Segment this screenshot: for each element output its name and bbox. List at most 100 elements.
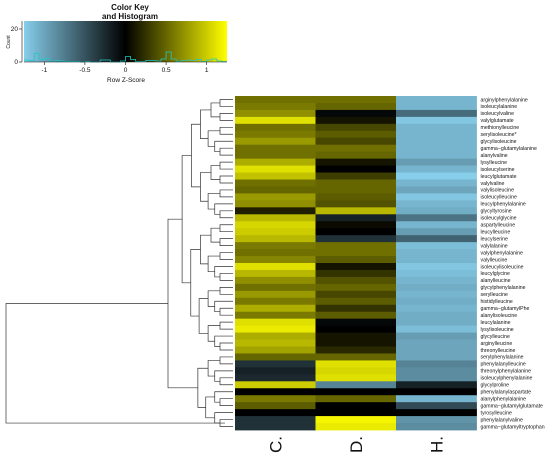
row-label: isoleucylphenylalanine [481, 376, 533, 382]
color-key-tick-label: 1 [205, 67, 209, 74]
heatmap-cell [396, 395, 477, 403]
dendrogram-branch [219, 238, 233, 246]
heatmap-cell [235, 395, 316, 403]
heatmap-cell [396, 353, 477, 361]
heatmap-cell [396, 276, 477, 285]
row-label: isoleucylvaline [481, 111, 515, 117]
row-label: glycylproline [481, 383, 510, 389]
dendrogram-branch [219, 175, 233, 184]
color-key-ytick-label: 0 [14, 59, 18, 66]
dendrogram-branch [207, 193, 220, 210]
dendrogram-branch [214, 140, 233, 153]
heatmap-cells [235, 96, 477, 431]
heatmap-cell [396, 283, 477, 292]
heatmap-cell [396, 269, 477, 278]
row-label: serylleucine [481, 292, 509, 298]
heatmap-cell [315, 367, 397, 375]
heatmap-cell [315, 423, 397, 431]
heatmap-cell [235, 137, 316, 146]
histogram-line [24, 51, 227, 63]
dendrogram-branch [207, 360, 220, 377]
heatmap-cell [235, 269, 316, 278]
row-label: isoleucylglycine [481, 216, 517, 222]
heatmap-cell [235, 256, 316, 264]
heatmap-cell [315, 269, 397, 278]
dendrogram-branch [219, 210, 233, 219]
color-key-tick-label: 0 [124, 67, 128, 74]
heatmap-cell [235, 186, 316, 194]
row-label: valylleucine [481, 257, 508, 263]
row-label: leucylphenylalanine [481, 202, 526, 208]
dendrogram-branch [214, 203, 233, 215]
heatmap-cell [396, 263, 477, 271]
heatmap-cell [396, 221, 477, 229]
heatmap-cell [315, 276, 397, 285]
heatmap-cell [396, 228, 477, 236]
heatmap-cell [396, 256, 477, 264]
dendrogram-branch [207, 290, 220, 307]
heatmap-cell [396, 325, 477, 333]
heatmap-cell [235, 283, 316, 292]
heatmap-cell [235, 158, 316, 166]
row-label: tyrosylleucine [481, 410, 513, 416]
heatmap-cell [235, 353, 316, 361]
row-label: serylphenylalanine [481, 355, 524, 361]
heatmap-cell [396, 339, 477, 347]
dendrogram-branch [191, 123, 201, 188]
heatmap-cell [315, 116, 397, 125]
heatmap-cell [396, 151, 477, 160]
row-label: aspartylleucine [481, 223, 516, 229]
column-label: H. [427, 436, 446, 453]
heatmap-cell [315, 242, 397, 250]
row-label: leucylleucine [481, 229, 511, 235]
row-label: isoleucylisoleucine [481, 264, 524, 270]
color-key: Color Key and Histogram -1 -0.5 0 0.5 1 0 20 C… [6, 3, 227, 84]
heatmap-cell [396, 96, 477, 104]
dendrogram-branch [219, 321, 233, 330]
row-label: phenylalanylleucine [481, 362, 526, 368]
heatmap-cell [235, 221, 316, 229]
column-labels: C. D. H. [266, 436, 446, 453]
heatmap-cell [315, 249, 397, 257]
row-label: valylalanine [481, 243, 508, 249]
row-label: alanylleucine [481, 278, 511, 284]
dendrogram-branch [219, 126, 233, 135]
row-label: glycylisoleucine [481, 139, 517, 145]
heatmap-cell [235, 290, 316, 299]
heatmap-cell [235, 332, 316, 340]
heatmap-cell [235, 297, 316, 306]
heatmap-cell [396, 249, 477, 257]
color-key-tick-label: 0.5 [162, 67, 171, 74]
heatmap-cell [315, 186, 397, 194]
heatmap-cell [315, 151, 397, 160]
row-label: arginylphenylalanine [481, 97, 528, 103]
heatmap-cell [396, 388, 477, 396]
heatmap-cell [235, 144, 316, 153]
row-label: lysylisoleucine [481, 327, 514, 333]
dendrogram-branch [219, 161, 233, 170]
row-label: glycyltyrosine [481, 209, 512, 215]
dendrogram-branch [219, 252, 233, 260]
row-dendrogram [5, 99, 233, 427]
heatmap-cell [235, 276, 316, 285]
row-label: leucylglutamate [481, 174, 517, 180]
heatmap-cell [315, 263, 397, 271]
heatmap-cell [396, 235, 477, 243]
heatmap-cell [235, 130, 316, 139]
heatmap-cell [235, 311, 316, 320]
heatmap-cell [315, 388, 397, 396]
heatmap-cell [315, 409, 397, 417]
heatmap-cell [396, 381, 477, 389]
color-key-title: Color Key [111, 3, 149, 12]
heatmap-cell [235, 381, 316, 389]
dendrogram-branch [207, 255, 220, 273]
dendrogram-branch [219, 342, 233, 351]
row-label: leucylglycine [481, 271, 511, 277]
dendrogram-branch [214, 300, 233, 313]
dendrogram-branch [207, 130, 220, 147]
column-label: D. [347, 436, 366, 453]
dendrogram-branch [190, 249, 201, 317]
heatmap-cell [396, 346, 477, 354]
row-label: valylvaline [481, 181, 505, 187]
heatmap-cell [315, 137, 397, 146]
